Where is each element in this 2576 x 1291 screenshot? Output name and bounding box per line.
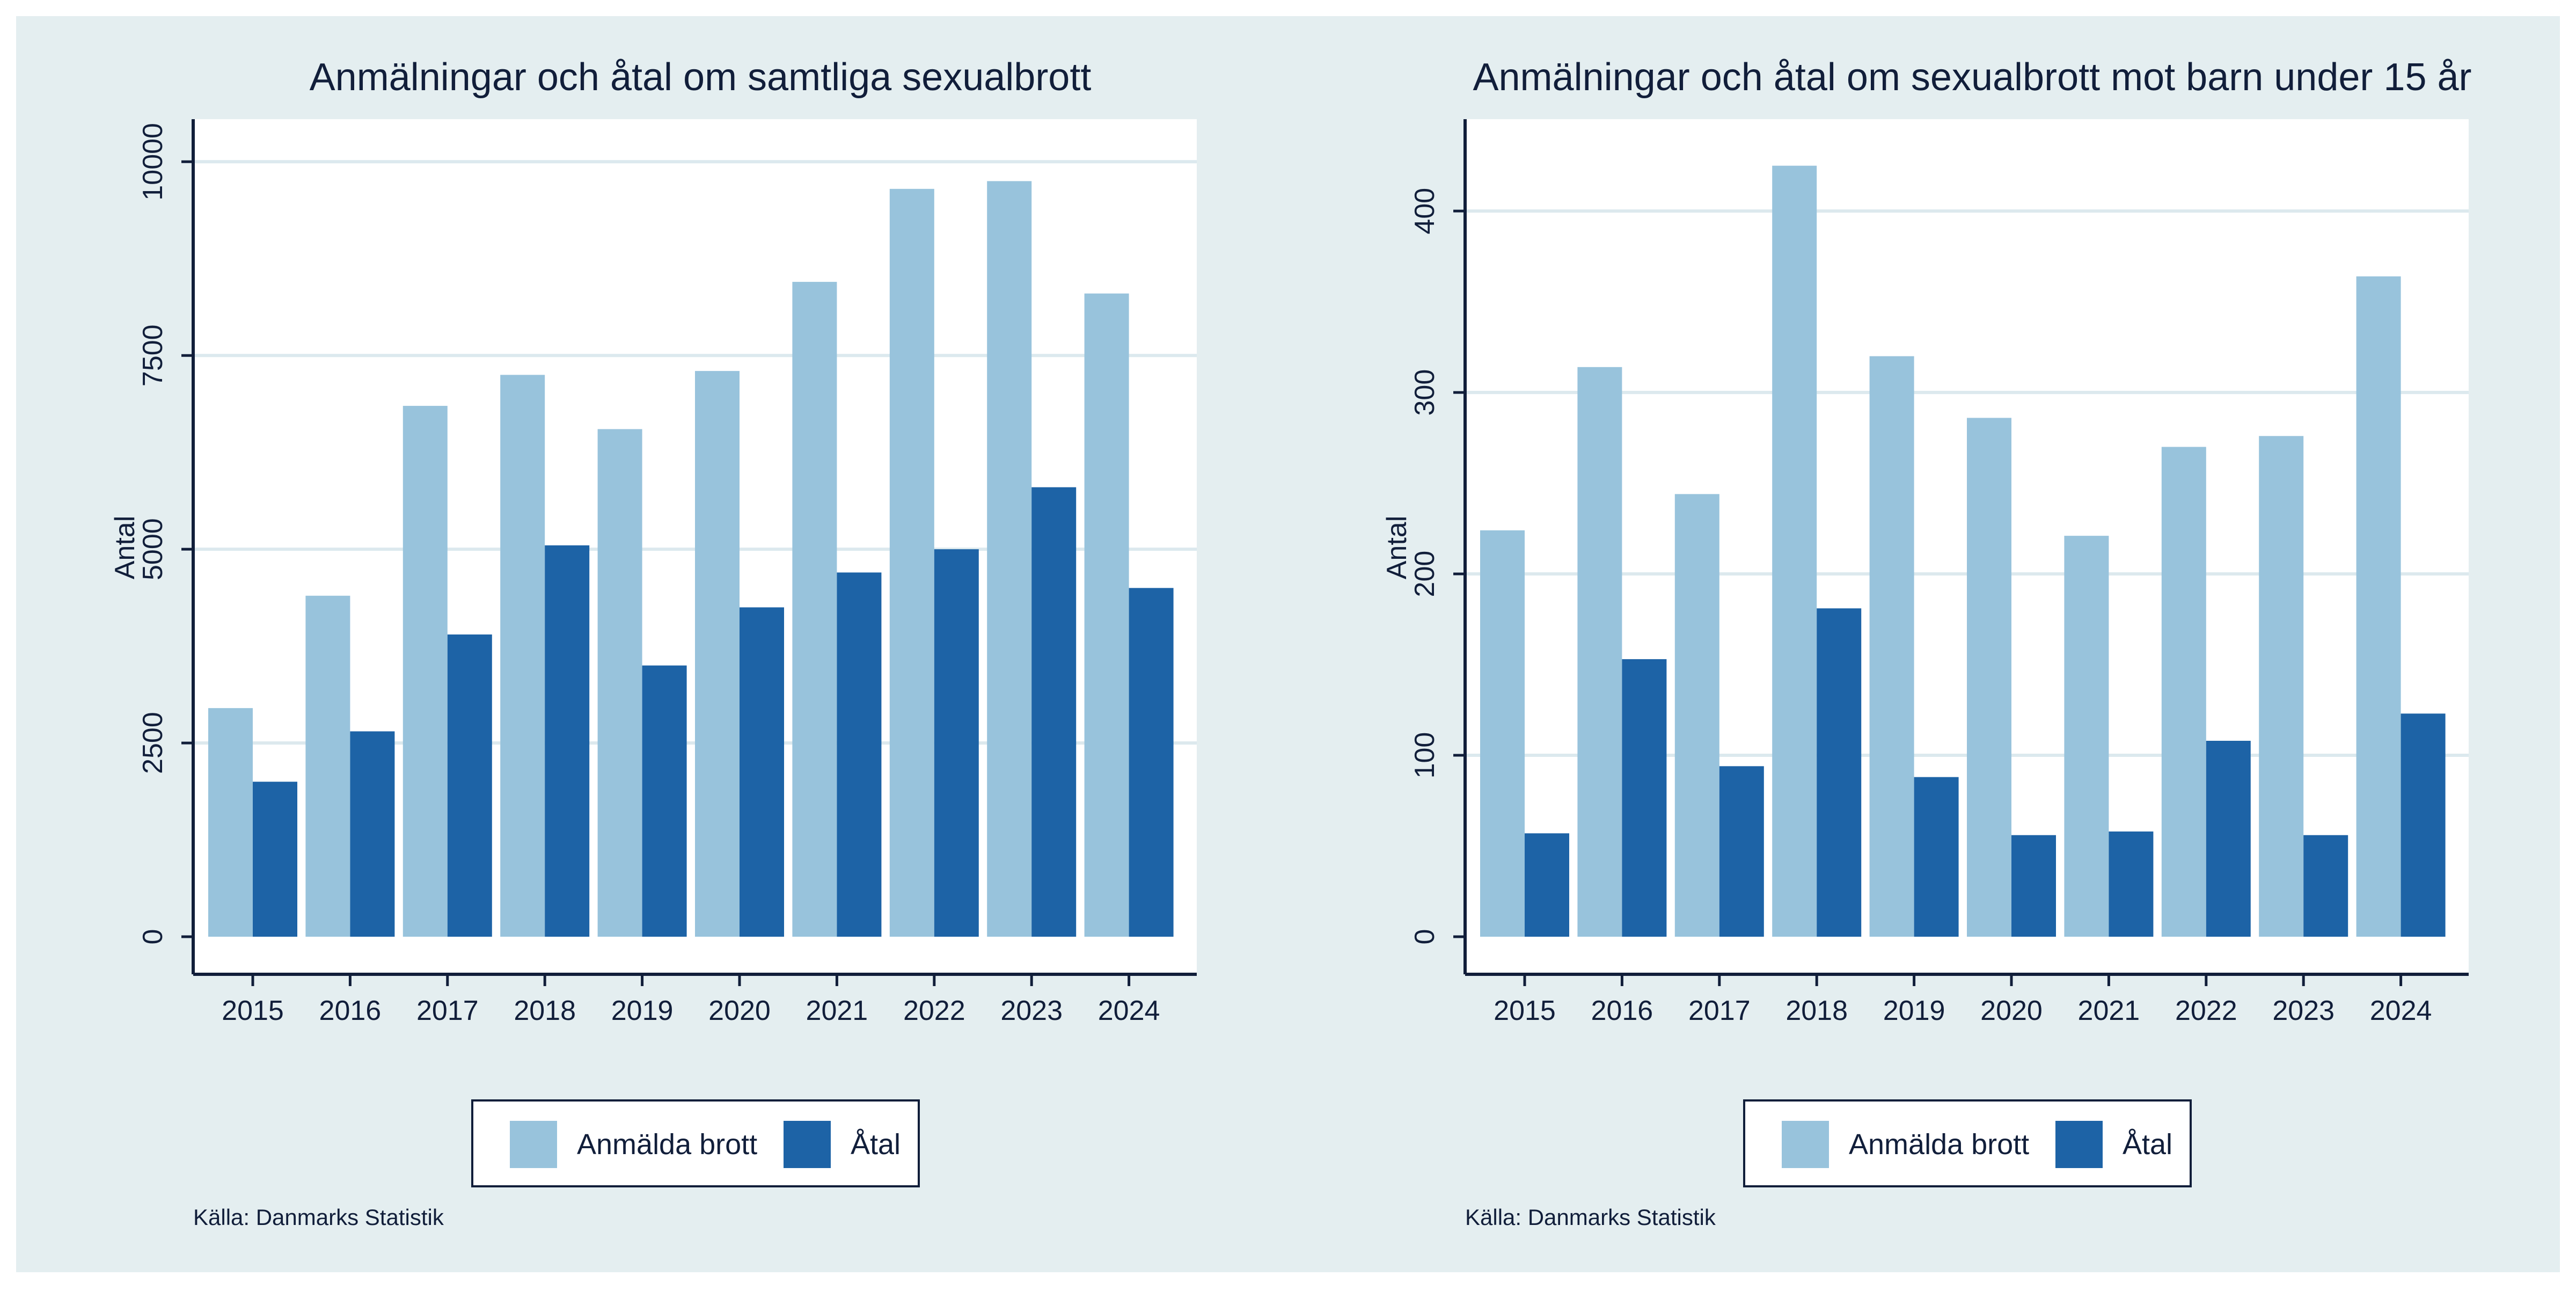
bar-prosecuted-2017 (1719, 766, 1764, 937)
legend: Anmälda brott Åtal (471, 1099, 920, 1187)
chart-title: Anmälningar och åtal om sexualbrott mot … (1473, 56, 2471, 99)
bar-reported-2024 (1084, 293, 1129, 937)
y-axis-label: Antal (109, 516, 141, 580)
x-tick-label: 2017 (1688, 995, 1751, 1026)
bar-reported-2024 (2356, 276, 2401, 937)
chart-panel-2: Anmälningar och åtal om sexualbrott mot … (1381, 56, 2472, 1230)
legend-swatch-prosecuted (784, 1121, 831, 1168)
x-tick-label: 2015 (1494, 995, 1556, 1026)
bar-reported-2017 (1674, 494, 1719, 937)
chart-panel-1: Anmälningar och åtal om samtliga sexualb… (109, 56, 1197, 1230)
bar-reported-2022 (2161, 447, 2206, 937)
bar-prosecuted-2016 (1622, 659, 1667, 937)
bar-prosecuted-2019 (1914, 777, 1959, 937)
bar-prosecuted-2023 (2303, 835, 2348, 937)
y-tick-label: 0 (137, 929, 169, 945)
y-tick-label: 100 (1409, 732, 1440, 779)
y-tick-label: 2500 (137, 712, 169, 774)
bar-reported-2015 (1480, 530, 1525, 937)
bar-prosecuted-2016 (350, 731, 395, 937)
x-tick-label: 2023 (2272, 995, 2334, 1026)
x-tick-label: 2022 (903, 995, 965, 1026)
bar-prosecuted-2015 (253, 782, 297, 937)
bar-reported-2016 (1577, 367, 1622, 937)
bar-prosecuted-2018 (545, 545, 590, 937)
bar-reported-2018 (1772, 165, 1817, 937)
y-tick-label: 7500 (137, 324, 169, 386)
bar-prosecuted-2022 (2206, 741, 2251, 937)
bar-reported-2017 (402, 406, 448, 937)
x-tick-label: 2022 (2175, 995, 2237, 1026)
x-tick-label: 2020 (1980, 995, 2043, 1026)
bar-reported-2019 (1869, 356, 1914, 937)
legend-swatch-reported (1782, 1121, 1829, 1168)
chart-title: Anmälningar och åtal om samtliga sexualb… (310, 56, 1092, 99)
source-note: Källa: Danmarks Statistik (193, 1205, 444, 1230)
bar-prosecuted-2019 (642, 665, 687, 937)
bar-reported-2023 (2259, 436, 2304, 937)
bar-prosecuted-2020 (2011, 835, 2056, 937)
x-tick-label: 2019 (611, 995, 674, 1026)
x-tick-label: 2024 (1098, 995, 1160, 1026)
x-tick-label: 2023 (1000, 995, 1063, 1026)
bar-prosecuted-2023 (1031, 487, 1077, 937)
legend-swatch-reported (510, 1121, 557, 1168)
bar-reported-2020 (695, 371, 740, 937)
bar-reported-2016 (305, 595, 350, 937)
y-tick-label: 10000 (137, 123, 169, 201)
x-tick-label: 2020 (708, 995, 771, 1026)
bar-prosecuted-2017 (447, 634, 492, 937)
bar-reported-2020 (1967, 418, 2011, 937)
bar-prosecuted-2024 (1129, 588, 1174, 937)
bar-prosecuted-2015 (1525, 833, 1569, 937)
bar-reported-2022 (889, 188, 934, 937)
legend-label-reported: Anmälda brott (577, 1128, 757, 1161)
bar-prosecuted-2021 (2109, 831, 2154, 937)
legend-label-prosecuted: Åtal (851, 1128, 901, 1161)
x-tick-label: 2024 (2370, 995, 2432, 1026)
legend-swatch-prosecuted (2055, 1121, 2103, 1168)
x-tick-label: 2016 (319, 995, 382, 1026)
bar-prosecuted-2018 (1817, 608, 1862, 937)
bar-reported-2023 (987, 181, 1032, 937)
bar-prosecuted-2024 (2401, 713, 2446, 937)
bar-prosecuted-2022 (934, 549, 979, 937)
bar-reported-2019 (597, 429, 642, 937)
bar-reported-2018 (500, 375, 545, 937)
legend-label-reported: Anmälda brott (1849, 1128, 2029, 1161)
y-tick-label: 300 (1409, 369, 1440, 416)
x-tick-label: 2018 (1785, 995, 1848, 1026)
y-tick-label: 0 (1409, 929, 1440, 945)
bar-reported-2015 (208, 708, 253, 937)
x-tick-label: 2021 (2078, 995, 2140, 1026)
bar-reported-2021 (792, 282, 837, 937)
y-tick-label: 200 (1409, 551, 1440, 597)
x-tick-label: 2015 (222, 995, 284, 1026)
legend-label-prosecuted: Åtal (2123, 1128, 2172, 1161)
x-tick-label: 2021 (806, 995, 868, 1026)
y-axis-label: Antal (1381, 516, 1413, 580)
bar-prosecuted-2020 (740, 607, 784, 937)
bar-reported-2021 (2064, 536, 2109, 937)
bar-prosecuted-2021 (837, 572, 882, 937)
x-tick-label: 2017 (416, 995, 479, 1026)
source-note: Källa: Danmarks Statistik (1465, 1205, 1716, 1230)
x-tick-label: 2019 (1883, 995, 1945, 1026)
x-tick-label: 2018 (514, 995, 576, 1026)
x-tick-label: 2016 (1591, 995, 1653, 1026)
y-tick-label: 400 (1409, 188, 1440, 235)
legend: Anmälda brott Åtal (1743, 1099, 2192, 1187)
y-tick-label: 5000 (137, 518, 169, 580)
